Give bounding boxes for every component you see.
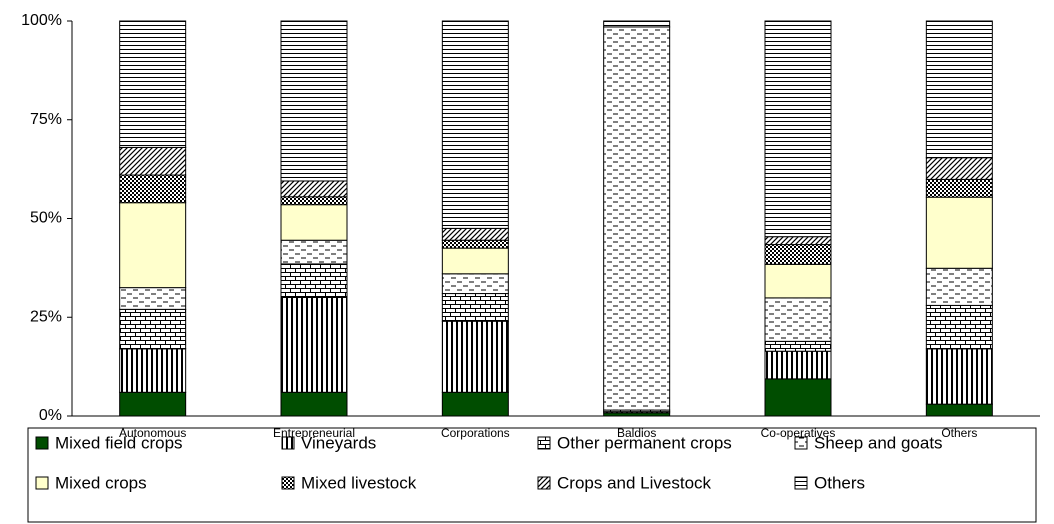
bar-segment bbox=[441, 247, 509, 275]
legend-label: Mixed livestock bbox=[301, 473, 417, 492]
legend-label: Sheep and goats bbox=[814, 433, 943, 452]
bar-segment bbox=[119, 202, 187, 289]
bar-segment bbox=[280, 239, 348, 265]
x-tick-label: Baldios bbox=[617, 426, 656, 440]
bar-segment bbox=[441, 239, 509, 249]
legend-swatch bbox=[537, 436, 551, 450]
legend-swatch bbox=[281, 476, 295, 490]
bar-segment bbox=[764, 350, 832, 380]
bar-segment bbox=[441, 273, 509, 295]
legend-label: Others bbox=[814, 473, 865, 492]
x-tick-label: Co-operatives bbox=[761, 426, 836, 440]
legend-label: Vineyards bbox=[301, 433, 376, 452]
bar-segment bbox=[925, 196, 993, 269]
bar-segment bbox=[280, 20, 348, 182]
bar-segment bbox=[280, 391, 348, 417]
legend-swatch bbox=[794, 436, 808, 450]
bar-segment bbox=[280, 180, 348, 198]
legend-swatch bbox=[537, 476, 551, 490]
bar-segment bbox=[119, 391, 187, 417]
bar-segment bbox=[603, 26, 671, 411]
bar-segment bbox=[764, 340, 832, 352]
bar-segment bbox=[925, 20, 993, 159]
bar-segment bbox=[441, 293, 509, 322]
x-tick-label: Corporations bbox=[441, 426, 510, 440]
bar-segment bbox=[441, 320, 509, 393]
bar-segment bbox=[119, 20, 187, 148]
bar-segment bbox=[280, 196, 348, 206]
legend-label: Mixed field crops bbox=[55, 433, 183, 452]
bar-segment bbox=[119, 146, 187, 176]
bar-segment bbox=[925, 178, 993, 198]
y-tick-label: 25% bbox=[30, 308, 62, 325]
legend-swatch bbox=[794, 476, 808, 490]
bar-segment bbox=[764, 378, 832, 417]
legend-swatch bbox=[35, 436, 49, 450]
legend-label: Crops and Livestock bbox=[557, 473, 712, 492]
y-tick-label: 100% bbox=[21, 12, 62, 29]
y-tick-label: 75% bbox=[30, 111, 62, 128]
bar-segment bbox=[280, 297, 348, 393]
bar-segment bbox=[280, 204, 348, 241]
bar-segment bbox=[119, 174, 187, 204]
bar-segment bbox=[764, 297, 832, 342]
bar-segment bbox=[603, 20, 671, 28]
bar-segment bbox=[441, 391, 509, 417]
bar-segment bbox=[764, 263, 832, 299]
bar-segment bbox=[925, 304, 993, 350]
bar-segment bbox=[764, 244, 832, 265]
bar-segment bbox=[925, 267, 993, 306]
legend-box bbox=[27, 427, 1037, 523]
legend-label: Mixed crops bbox=[55, 473, 147, 492]
bar-segment bbox=[925, 403, 993, 417]
x-tick-label: Autonomous bbox=[119, 426, 186, 440]
bar-segment bbox=[119, 348, 187, 393]
legend-swatch bbox=[281, 436, 295, 450]
bar-segment bbox=[764, 20, 832, 238]
y-tick-label: 50% bbox=[30, 210, 62, 227]
legend-swatch bbox=[35, 476, 49, 490]
bar-segment bbox=[441, 227, 509, 241]
x-tick-label: Others bbox=[941, 426, 977, 440]
bar-segment bbox=[441, 20, 509, 229]
bar-segment bbox=[925, 348, 993, 405]
bar-segment bbox=[119, 287, 187, 310]
bar-segment bbox=[764, 236, 832, 246]
legend-label: Other permanent crops bbox=[557, 433, 732, 452]
bar-segment bbox=[925, 157, 993, 180]
y-tick-label: 0% bbox=[39, 407, 62, 424]
bar-segment bbox=[119, 308, 187, 350]
bar-segment bbox=[280, 263, 348, 298]
